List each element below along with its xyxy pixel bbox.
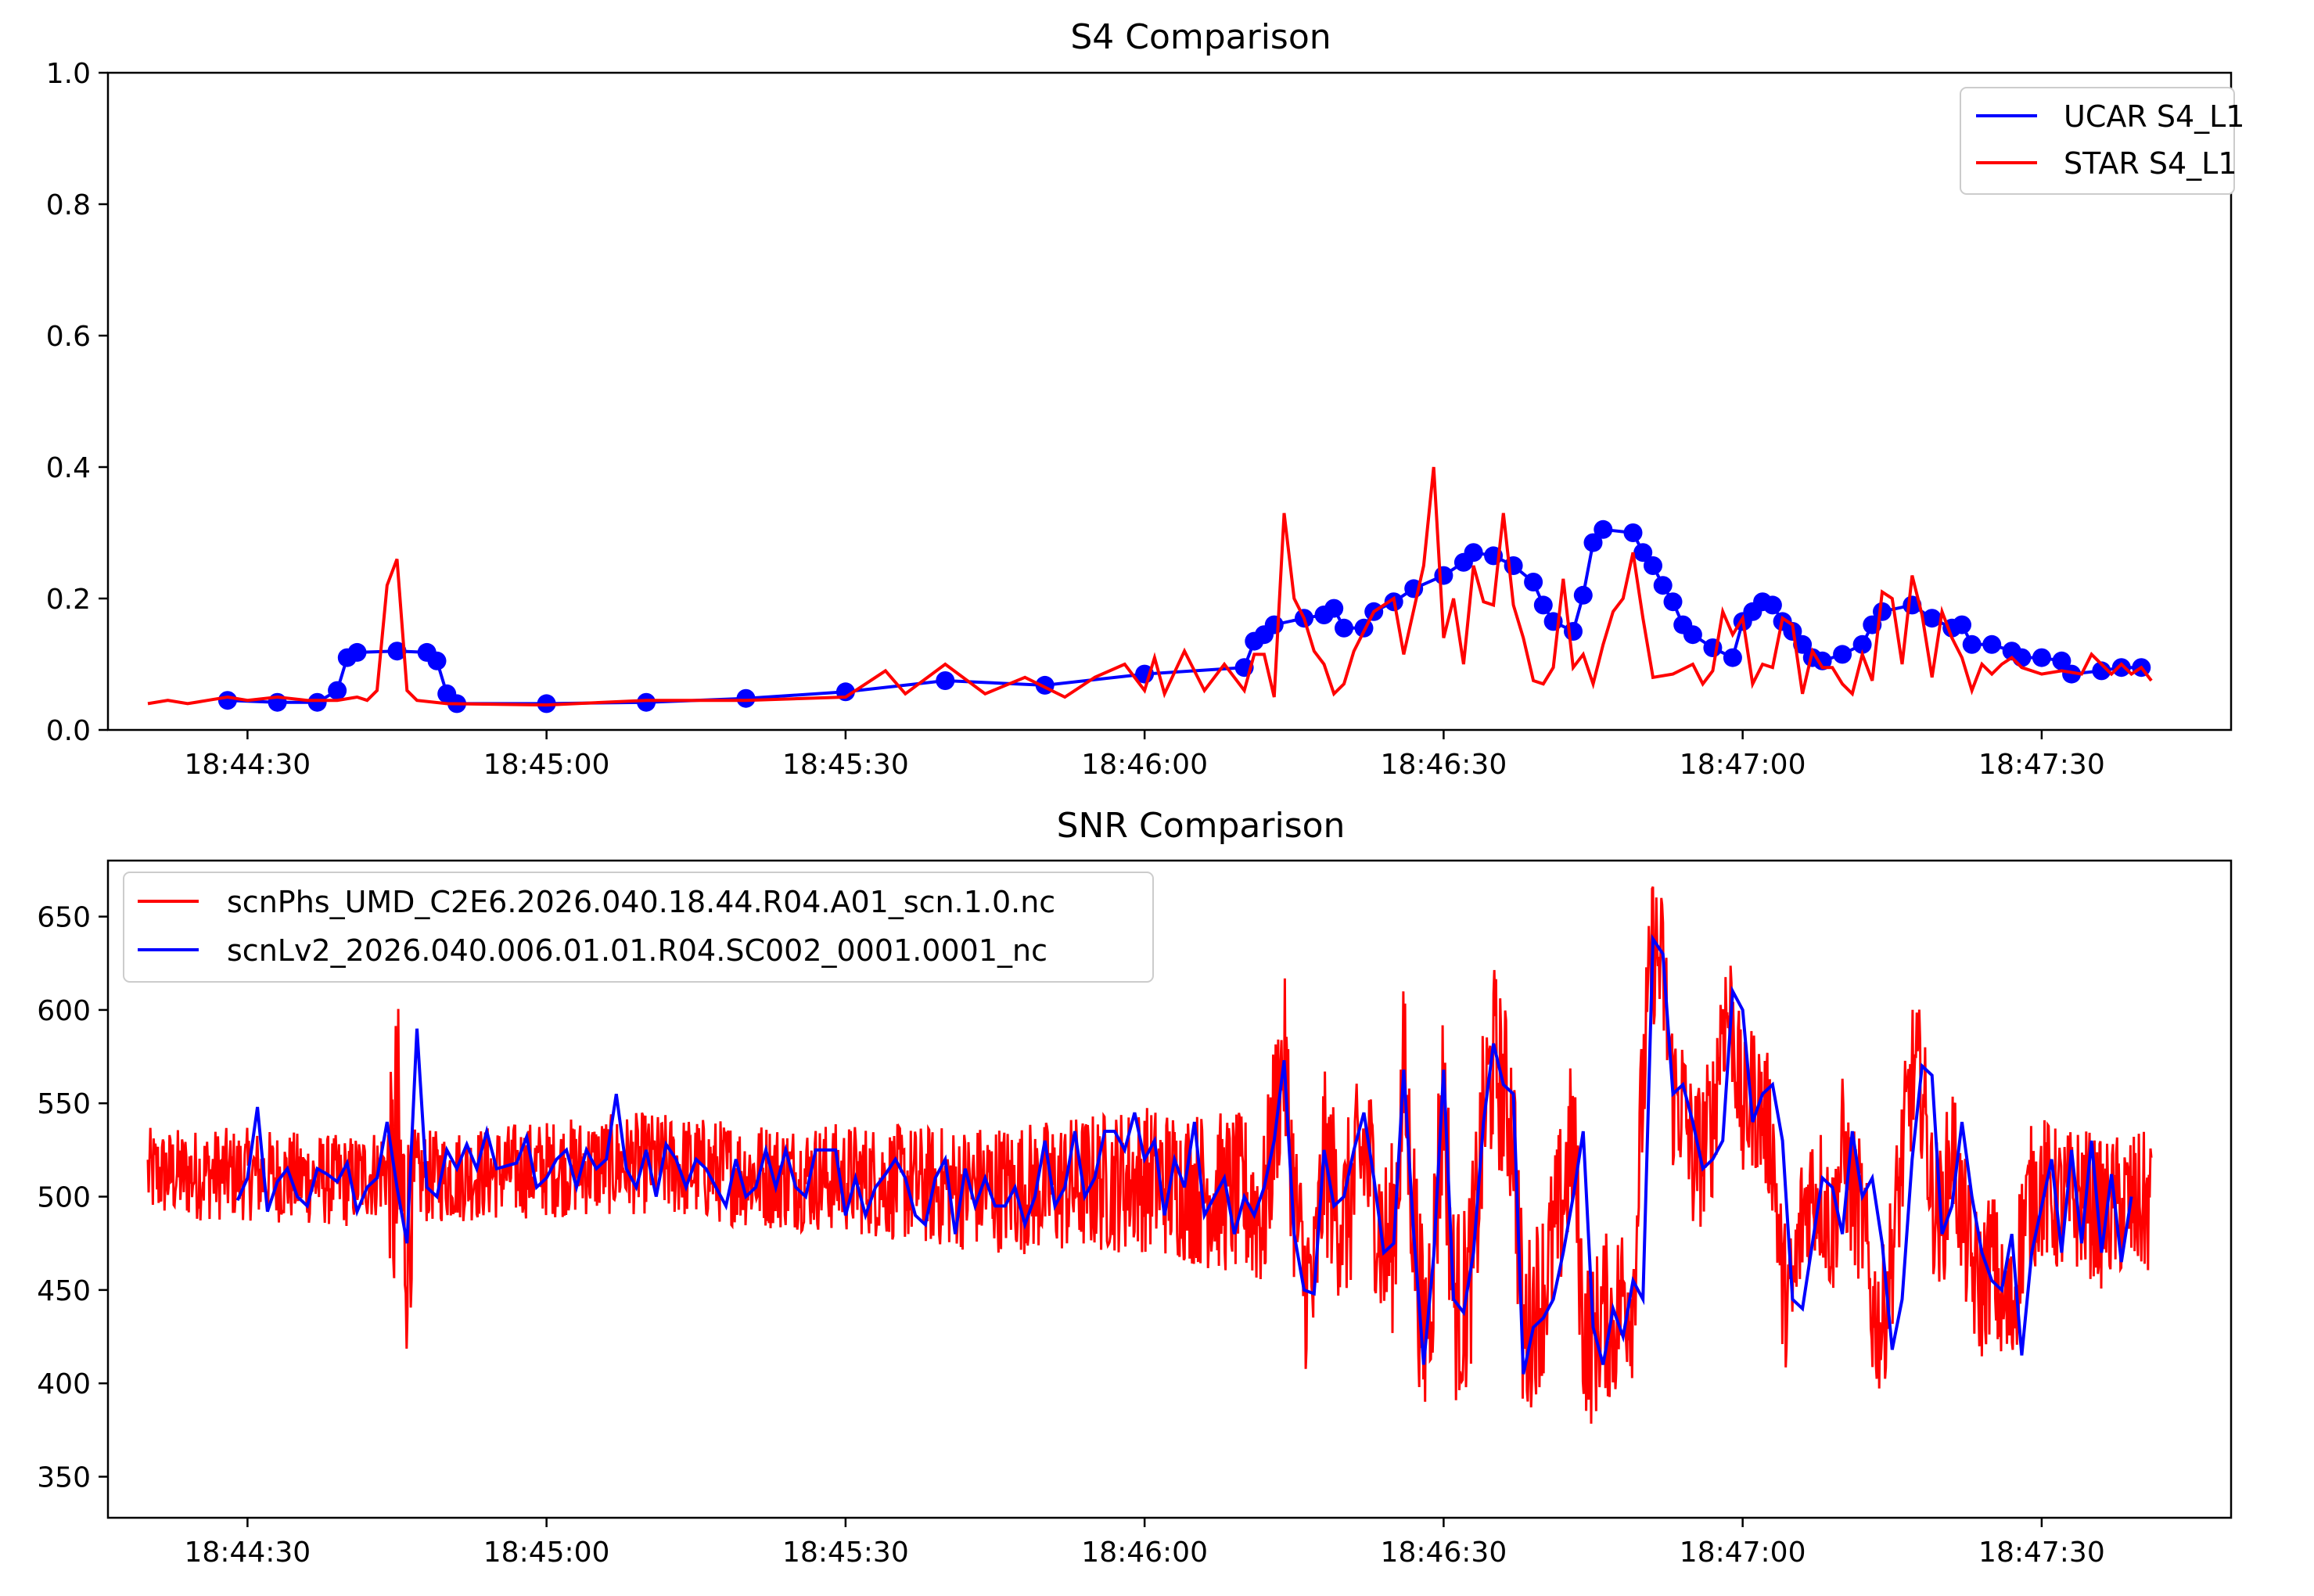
x-tick-label: 18:46:30 [1381, 1537, 1507, 1569]
data-point [1594, 519, 1613, 539]
legend-box [123, 872, 1154, 983]
x-tick-label: 18:45:30 [782, 1537, 909, 1569]
y-tick-label: 500 [37, 1182, 91, 1214]
legend-label-scnphs: scnPhs_UMD_C2E6.2026.040.18.44.R04.A01_s… [227, 885, 1055, 919]
data-point [1264, 615, 1284, 634]
data-point [1873, 602, 1892, 621]
y-axis: 0.0 0.2 0.4 0.6 0.8 1.0 [46, 58, 108, 747]
data-point [387, 642, 407, 661]
data-point [427, 651, 447, 670]
data-point [1953, 615, 1971, 634]
data-point [1683, 625, 1702, 645]
x-tick-label: 18:46:30 [1381, 749, 1507, 781]
y-tick-label: 0.2 [46, 584, 91, 616]
data-point [736, 688, 756, 708]
data-point [1793, 634, 1813, 654]
y-tick-label: 450 [37, 1275, 91, 1307]
chart-title: S4 Comparison [1070, 17, 1331, 57]
legend: scnPhs_UMD_C2E6.2026.040.18.44.R04.A01_s… [123, 872, 1154, 983]
legend-label-scnlv2: scnLv2_2026.040.006.01.01.R04.SC002_0001… [227, 933, 1047, 968]
data-point [1633, 543, 1653, 563]
x-tick-label: 18:44:30 [185, 749, 311, 781]
x-tick-label: 18:45:00 [483, 749, 610, 781]
data-point [1653, 576, 1673, 595]
y-tick-label: 0.4 [46, 452, 91, 484]
data-point [1982, 634, 2002, 654]
snr-comparison-panel: SNR Comparison 350 400 450 500 550 600 650 18:… [37, 806, 2233, 1569]
data-point [1644, 556, 1662, 575]
y-tick-label: 650 [37, 902, 91, 934]
series-line [235, 933, 2133, 1375]
y-tick-label: 550 [37, 1088, 91, 1120]
data-point [1564, 622, 1583, 641]
data-point [2111, 658, 2131, 678]
data-point [1922, 609, 1942, 628]
data-point [1623, 523, 1643, 542]
x-tick-label: 18:47:00 [1680, 1537, 1806, 1569]
data-point [347, 642, 367, 662]
data-point [1723, 648, 1742, 667]
chart-title: SNR Comparison [1057, 806, 1346, 846]
x-axis: 18:44:30 18:45:00 18:45:30 18:46:00 18:46:30… [185, 730, 2105, 781]
x-tick-label: 18:46:00 [1081, 1537, 1208, 1569]
data-point [1533, 595, 1553, 615]
legend: UCAR S4_L1 STAR S4_L1 [1960, 87, 2244, 195]
data-point [1813, 651, 1832, 670]
series-red [147, 466, 2153, 707]
data-point [1335, 618, 1353, 638]
data-point [2012, 648, 2032, 667]
y-tick-label: 0.0 [46, 715, 91, 747]
x-tick-label: 18:45:30 [782, 749, 909, 781]
data-point [217, 691, 237, 710]
x-axis: 18:44:30 18:45:00 18:45:30 18:46:00 18:46:30… [185, 1518, 2105, 1569]
data-point [936, 671, 955, 690]
data-point [1464, 543, 1483, 563]
y-tick-label: 600 [37, 995, 91, 1027]
data-point [307, 692, 327, 712]
y-tick-label: 400 [37, 1368, 91, 1400]
data-point [637, 692, 656, 712]
data-point [1852, 634, 1872, 654]
plot-area [147, 466, 2153, 714]
data-point [2062, 664, 2082, 684]
data-point [1434, 566, 1453, 585]
series-line [147, 466, 2153, 707]
y-tick-label: 1.0 [46, 58, 91, 90]
y-tick-label: 350 [37, 1462, 91, 1494]
y-tick-label: 0.6 [46, 321, 91, 353]
legend-label-ucar: UCAR S4_L1 [2064, 99, 2244, 134]
s4-comparison-panel: S4 Comparison 0.0 0.2 0.4 0.6 0.8 1.0 18:44:3… [46, 17, 2245, 781]
data-point [1524, 573, 1543, 591]
data-point [1833, 645, 1852, 664]
x-tick-label: 18:47:30 [1978, 1537, 2105, 1569]
series-blue [235, 933, 2133, 1375]
x-tick-label: 18:47:30 [1978, 749, 2105, 781]
y-tick-label: 0.8 [46, 189, 91, 221]
data-point [1583, 533, 1603, 552]
x-tick-label: 18:45:00 [483, 1537, 610, 1569]
plot-area [146, 886, 2153, 1424]
plot-frame [106, 859, 2233, 1519]
data-point [2032, 648, 2051, 667]
data-point [1663, 592, 1683, 612]
x-tick-label: 18:47:00 [1680, 749, 1806, 781]
x-tick-label: 18:44:30 [185, 1537, 311, 1569]
data-point [2052, 651, 2071, 670]
data-point [328, 681, 347, 700]
x-tick-label: 18:46:00 [1081, 749, 1208, 781]
legend-label-star: STAR S4_L1 [2064, 146, 2237, 181]
data-point [2092, 661, 2111, 681]
plot-frame [106, 71, 2233, 732]
data-point [1962, 634, 1982, 654]
y-axis: 350 400 450 500 550 600 650 [37, 902, 108, 1494]
data-point [1324, 598, 1344, 618]
data-point [1762, 595, 1782, 615]
data-point [1573, 585, 1593, 605]
